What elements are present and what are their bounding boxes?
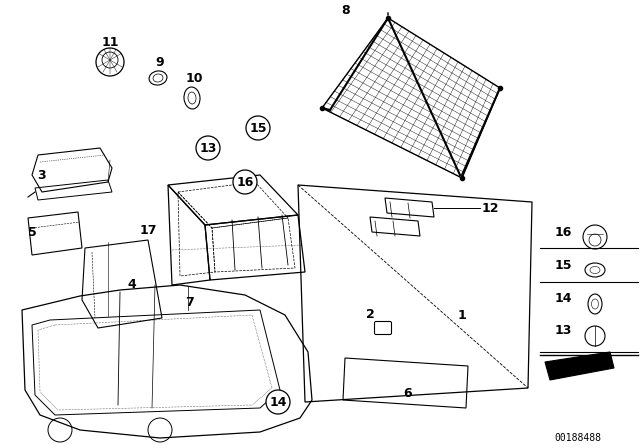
Text: 8: 8 [342, 4, 350, 17]
Text: 15: 15 [249, 121, 267, 134]
Circle shape [233, 170, 257, 194]
Polygon shape [545, 352, 614, 380]
Text: 1: 1 [458, 309, 467, 322]
Text: 13: 13 [199, 142, 217, 155]
Text: 7: 7 [186, 296, 195, 309]
Text: 13: 13 [554, 323, 572, 336]
Text: 5: 5 [28, 225, 36, 238]
Text: 17: 17 [140, 224, 157, 237]
Text: 4: 4 [127, 277, 136, 290]
Text: 11: 11 [101, 35, 119, 48]
Text: 12: 12 [481, 202, 499, 215]
Text: 14: 14 [554, 292, 572, 305]
Text: 15: 15 [554, 258, 572, 271]
Circle shape [246, 116, 270, 140]
Text: 2: 2 [365, 307, 374, 320]
Text: 6: 6 [404, 387, 412, 400]
Text: 00188488: 00188488 [554, 433, 602, 443]
Circle shape [196, 136, 220, 160]
Circle shape [266, 390, 290, 414]
Text: 14: 14 [269, 396, 287, 409]
Text: 16: 16 [554, 225, 572, 238]
Text: 9: 9 [156, 56, 164, 69]
Text: 10: 10 [185, 72, 203, 85]
Text: 16: 16 [236, 176, 253, 189]
Text: 3: 3 [38, 168, 46, 181]
